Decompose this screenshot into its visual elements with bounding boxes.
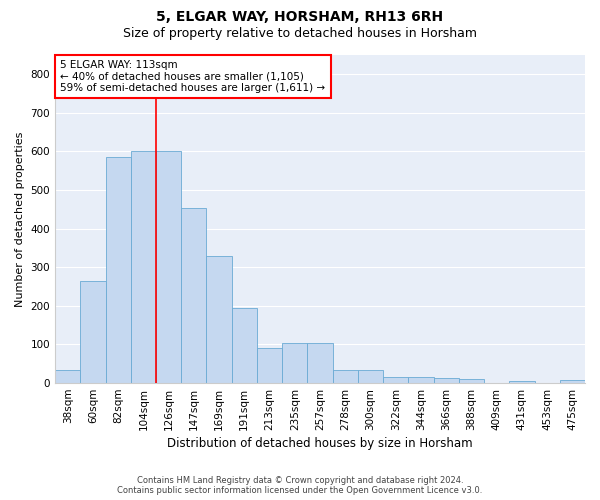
- Bar: [434, 378, 459, 383]
- Bar: [131, 152, 156, 383]
- Bar: [358, 370, 383, 383]
- Bar: [509, 381, 535, 383]
- Bar: [383, 376, 409, 383]
- Y-axis label: Number of detached properties: Number of detached properties: [15, 132, 25, 306]
- Bar: [409, 376, 434, 383]
- Bar: [156, 152, 181, 383]
- Bar: [459, 379, 484, 383]
- Bar: [332, 370, 358, 383]
- X-axis label: Distribution of detached houses by size in Horsham: Distribution of detached houses by size …: [167, 437, 473, 450]
- Bar: [232, 308, 257, 383]
- Text: Contains HM Land Registry data © Crown copyright and database right 2024.
Contai: Contains HM Land Registry data © Crown c…: [118, 476, 482, 495]
- Text: Size of property relative to detached houses in Horsham: Size of property relative to detached ho…: [123, 28, 477, 40]
- Bar: [257, 348, 282, 383]
- Bar: [206, 256, 232, 383]
- Bar: [80, 281, 106, 383]
- Bar: [560, 380, 585, 383]
- Text: 5, ELGAR WAY, HORSHAM, RH13 6RH: 5, ELGAR WAY, HORSHAM, RH13 6RH: [157, 10, 443, 24]
- Bar: [181, 208, 206, 383]
- Bar: [106, 158, 131, 383]
- Bar: [55, 370, 80, 383]
- Bar: [282, 344, 307, 383]
- Text: 5 ELGAR WAY: 113sqm
← 40% of detached houses are smaller (1,105)
59% of semi-det: 5 ELGAR WAY: 113sqm ← 40% of detached ho…: [61, 60, 325, 93]
- Bar: [307, 344, 332, 383]
